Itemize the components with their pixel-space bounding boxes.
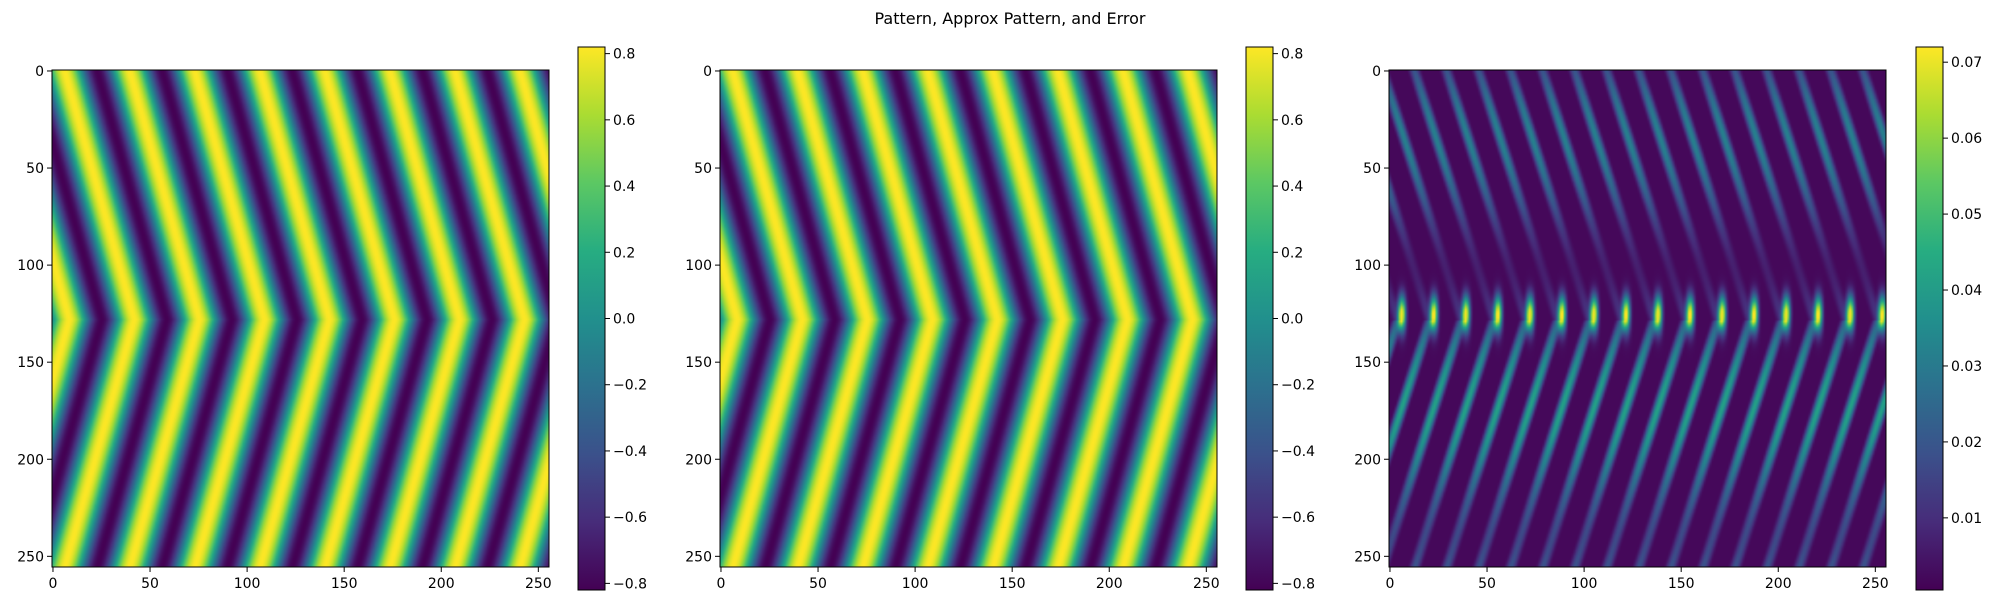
x-tick-label: 100 bbox=[902, 576, 929, 592]
colorbar-tick-label: −0.8 bbox=[1281, 576, 1315, 592]
colorbar-tick-label: 0.06 bbox=[1951, 131, 1982, 147]
x-tick-label: 250 bbox=[1193, 576, 1220, 592]
colorbar-tick-label: 0.6 bbox=[613, 113, 635, 129]
y-tick-label: 50 bbox=[694, 161, 712, 177]
colorbar-tick-label: 0.2 bbox=[1281, 245, 1303, 261]
axes-frame bbox=[1388, 69, 1887, 568]
colorbar-tick-label: −0.2 bbox=[1281, 378, 1315, 394]
colorbar-tick-label: 0.02 bbox=[1951, 435, 1982, 451]
y-tick-label: 100 bbox=[685, 258, 712, 274]
colorbar-tick-label: 0.8 bbox=[613, 47, 635, 63]
x-tick-label: 200 bbox=[428, 576, 455, 592]
y-tick-label: 50 bbox=[26, 161, 44, 177]
y-tick-label: 200 bbox=[1354, 452, 1381, 468]
heatmap-error bbox=[1389, 70, 1886, 567]
colorbar-tick-label: 0.03 bbox=[1951, 359, 1982, 375]
colorbar-approx-pattern bbox=[1245, 46, 1274, 591]
panel-pattern: 0 50 100 150 200 250 0 50 100 150 200 250 −0.8 −0.6 −0… bbox=[17, 46, 647, 592]
panel-error: 0 50 100 150 200 250 0 50 100 150 200 250 0.01 0.02 0.… bbox=[1354, 46, 1982, 592]
colorbar-tick-label: 0.0 bbox=[1281, 312, 1303, 328]
colorbar-tick-label: 0.4 bbox=[613, 179, 635, 195]
x-tick-label: 150 bbox=[331, 576, 358, 592]
colorbar-tick-label: 0.8 bbox=[1281, 47, 1303, 63]
x-tick-label: 250 bbox=[1862, 576, 1889, 592]
x-tick-label: 50 bbox=[1478, 576, 1496, 592]
colorbar-tick-label: −0.6 bbox=[613, 510, 647, 526]
x-tick-label: 0 bbox=[717, 576, 726, 592]
y-tick-label: 200 bbox=[685, 452, 712, 468]
colorbar-pattern bbox=[577, 46, 606, 591]
y-tick-label: 0 bbox=[703, 64, 712, 80]
y-tick-label: 0 bbox=[1372, 64, 1381, 80]
colorbar-tick-label: 0.04 bbox=[1951, 283, 1982, 299]
y-tick-label: 0 bbox=[35, 64, 44, 80]
colorbar-tick-label: 0.05 bbox=[1951, 207, 1982, 223]
y-tick-label: 100 bbox=[17, 258, 44, 274]
y-tick-label: 200 bbox=[17, 452, 44, 468]
y-tick-label: 100 bbox=[1354, 258, 1381, 274]
colorbar-tick-label: 0.01 bbox=[1951, 511, 1982, 527]
x-tick-label: 100 bbox=[234, 576, 261, 592]
y-tick-label: 250 bbox=[1354, 549, 1381, 565]
x-tick-label: 200 bbox=[1096, 576, 1123, 592]
x-tick-label: 100 bbox=[1571, 576, 1598, 592]
y-tick-label: 150 bbox=[1354, 355, 1381, 371]
y-tick-label: 150 bbox=[685, 355, 712, 371]
x-tick-label: 150 bbox=[1668, 576, 1695, 592]
x-tick-label: 50 bbox=[141, 576, 159, 592]
figure-title: Pattern, Approx Pattern, and Error bbox=[875, 9, 1146, 28]
colorbar-tick-label: 0.4 bbox=[1281, 179, 1303, 195]
x-tick-label: 200 bbox=[1765, 576, 1792, 592]
y-tick-label: 250 bbox=[17, 549, 44, 565]
y-tick-label: 250 bbox=[685, 549, 712, 565]
colorbar-tick-label: −0.6 bbox=[1281, 510, 1315, 526]
panel-approx-pattern: 0 50 100 150 200 250 0 50 100 150 200 250 −0.8 −0.6 −0… bbox=[685, 46, 1315, 592]
heatmap-approx-pattern bbox=[720, 70, 1217, 567]
x-tick-label: 250 bbox=[525, 576, 552, 592]
colorbar-tick-label: 0.2 bbox=[613, 245, 635, 261]
x-tick-label: 150 bbox=[999, 576, 1026, 592]
heatmap-pattern bbox=[52, 70, 549, 567]
colorbar-tick-label: −0.4 bbox=[1281, 444, 1315, 460]
x-tick-label: 0 bbox=[49, 576, 58, 592]
colorbar-tick-label: −0.4 bbox=[613, 444, 647, 460]
colorbar-tick-label: 0.6 bbox=[1281, 113, 1303, 129]
colorbar-tick-label: −0.8 bbox=[613, 576, 647, 592]
colorbar-tick-label: −0.2 bbox=[613, 378, 647, 394]
colorbar-tick-label: 0.07 bbox=[1951, 55, 1982, 71]
y-tick-label: 150 bbox=[17, 355, 44, 371]
x-tick-label: 0 bbox=[1386, 576, 1395, 592]
y-tick-label: 50 bbox=[1363, 161, 1381, 177]
x-tick-label: 50 bbox=[809, 576, 827, 592]
axes-frame bbox=[719, 69, 1218, 568]
colorbar-tick-label: 0.0 bbox=[613, 312, 635, 328]
colorbar-error bbox=[1915, 46, 1944, 591]
axes-frame bbox=[51, 69, 550, 568]
